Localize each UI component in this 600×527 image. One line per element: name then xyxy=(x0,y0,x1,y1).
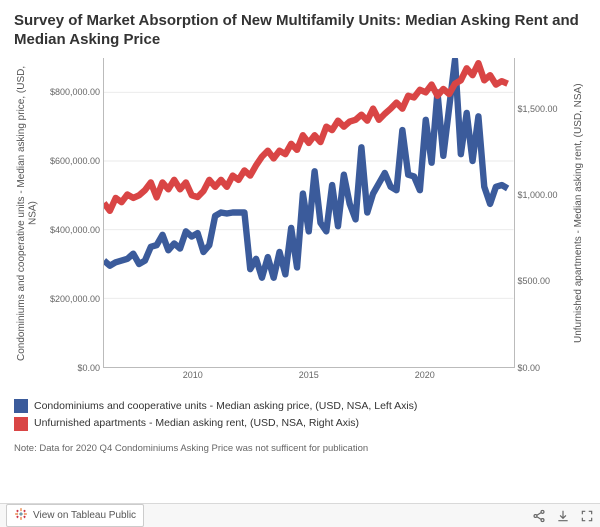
view-on-tableau-button[interactable]: View on Tableau Public xyxy=(6,504,144,527)
legend-label-rent: Unfurnished apartments - Median asking r… xyxy=(34,415,359,433)
y-left-tick: $800,000.00 xyxy=(50,87,100,97)
download-icon[interactable] xyxy=(556,509,570,523)
y-left-tick: $200,000.00 xyxy=(50,294,100,304)
y-right-ticks: $1,500.00$1,000.00$500.00$0.00 xyxy=(515,58,571,368)
x-tick: 2020 xyxy=(415,370,435,380)
legend: Condominiums and cooperative units - Med… xyxy=(14,398,586,434)
x-axis-ticks: 2010 2015 2020 xyxy=(100,370,506,384)
fullscreen-icon[interactable] xyxy=(580,509,594,523)
legend-item-condo: Condominiums and cooperative units - Med… xyxy=(14,398,586,416)
x-tick: 2010 xyxy=(183,370,203,380)
y-left-tick: $0.00 xyxy=(77,363,100,373)
y-left-tick: $600,000.00 xyxy=(50,156,100,166)
x-axis: 2010 2015 2020 xyxy=(14,370,586,384)
legend-label-condo: Condominiums and cooperative units - Med… xyxy=(34,398,417,416)
legend-item-rent: Unfurnished apartments - Median asking r… xyxy=(14,415,586,433)
chart-container: Survey of Market Absorption of New Multi… xyxy=(0,0,600,454)
tableau-logo-icon xyxy=(14,507,28,524)
y-right-tick: $1,000.00 xyxy=(518,190,558,200)
legend-swatch-condo xyxy=(14,399,28,413)
y-right-tick: $500.00 xyxy=(518,276,551,286)
y-left-ticks: $800,000.00 $600,000.00 $400,000.00 $200,00… xyxy=(41,58,103,368)
y-right-tick: $1,500.00 xyxy=(518,104,558,114)
x-tick: 2015 xyxy=(299,370,319,380)
legend-swatch-rent xyxy=(14,417,28,431)
y-left-tick: $400,000.00 xyxy=(50,225,100,235)
share-icon[interactable] xyxy=(532,509,546,523)
toolbar: View on Tableau Public xyxy=(0,503,600,527)
view-on-tableau-label: View on Tableau Public xyxy=(33,510,136,521)
y-right-label: Unfurnished apartments - Median asking r… xyxy=(571,58,587,368)
toolbar-icons xyxy=(532,509,594,523)
plot-svg xyxy=(104,58,514,367)
footnote: Note: Data for 2020 Q4 Condominiums Aski… xyxy=(14,443,586,454)
y-right-tick: $0.00 xyxy=(518,363,541,373)
y-left-label: Condominiums and cooperative units - Med… xyxy=(14,58,41,368)
plot-area xyxy=(103,58,515,368)
chart-title: Survey of Market Absorption of New Multi… xyxy=(14,12,586,50)
plot-wrap: Condominiums and cooperative units - Med… xyxy=(14,58,586,368)
